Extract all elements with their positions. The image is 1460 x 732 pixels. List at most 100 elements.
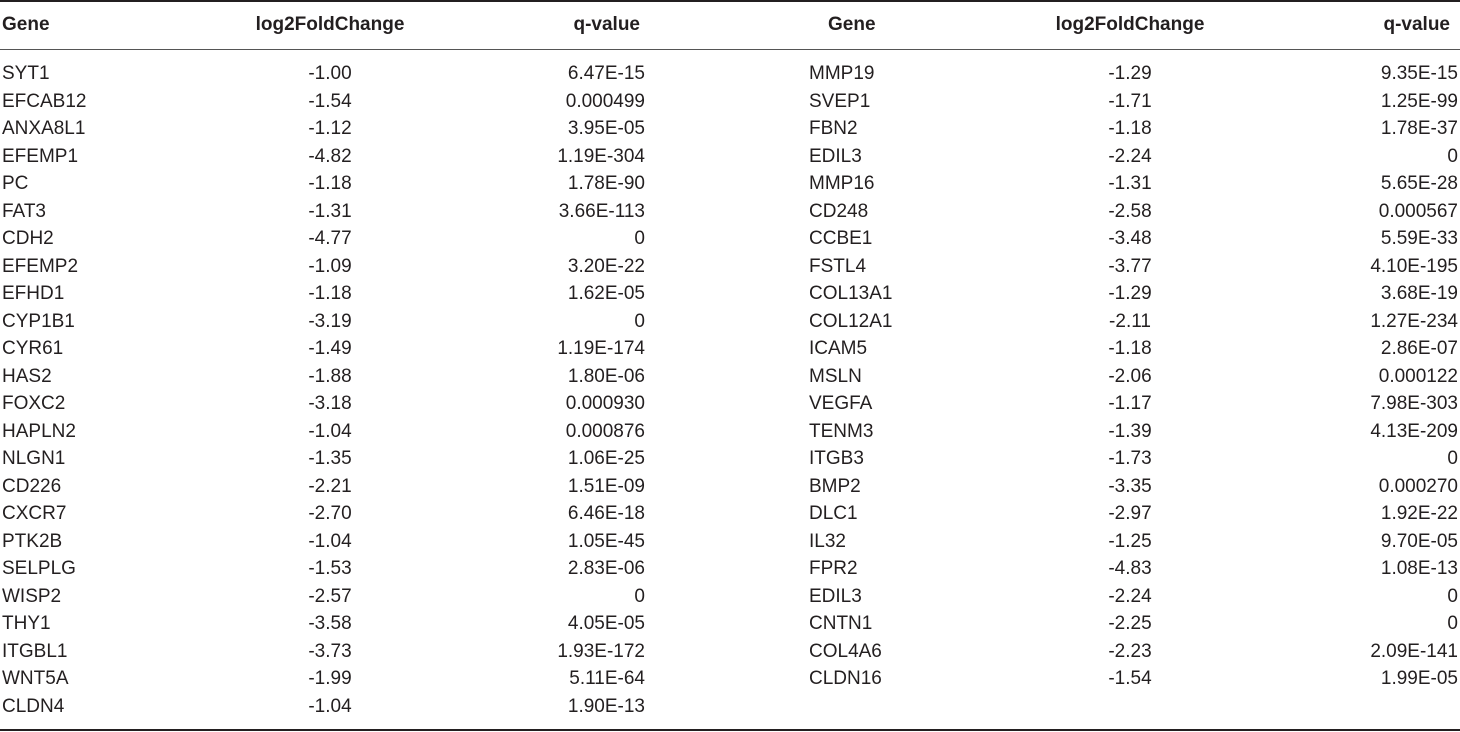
header-q-value-right: q-value [1383,14,1450,35]
table-row: SELPLG -1.53 2.83E-06 FPR2 -4.83 1.08E-13 [0,555,1460,583]
table-row: ANXA8L1 -1.12 3.95E-05 FBN2 -1.18 1.78E-37 [0,115,1460,143]
q-value-cell: 0 [634,228,645,249]
gene-cell: CCBE1 [809,228,873,249]
gene-cell: CD248 [809,200,869,222]
fold-change-cell: -1.49 [308,338,352,359]
fold-change-cell: -2.23 [1108,640,1152,662]
q-value-cell: 0 [1447,448,1458,469]
q-value-cell: 1.08E-13 [1380,558,1458,579]
q-value-cell: 0 [1447,613,1458,634]
q-value-cell: 1.19E-304 [557,145,645,167]
fold-change-cell: -2.70 [308,503,352,524]
table-row: CDH2 -4.77 0 CCBE1 -3.48 5.59E-33 [0,225,1460,253]
gene-cell: ITGB3 [809,448,864,469]
q-value-cell: 5.11E-64 [569,668,645,689]
table-row: PC -1.18 1.78E-90 MMP16 -1.31 5.65E-28 [0,170,1460,198]
gene-cell: EFEMP1 [2,145,79,167]
fold-change-cell: -2.57 [308,585,352,607]
fold-change-cell: -1.54 [1108,668,1152,689]
fold-change-cell: -3.48 [1108,228,1152,249]
gene-cell: CD226 [2,475,62,497]
table-row: EFEMP2 -1.09 3.20E-22 FSTL4 -3.77 4.10E-195 [0,253,1460,281]
gene-cell: EDIL3 [809,585,862,607]
q-value-cell: 1.25E-99 [1380,90,1458,112]
gene-cell: FSTL4 [809,255,867,277]
q-value-cell: 3.68E-19 [1380,283,1458,304]
fold-change-cell: -2.24 [1108,585,1152,607]
gene-cell: FAT3 [2,200,46,222]
fold-change-cell: -2.97 [1108,503,1152,524]
q-value-cell: 0 [1447,585,1458,607]
fold-change-cell: -3.58 [308,613,352,634]
header-fold-change-left: log2FoldChange [255,14,405,35]
table-row: CD226 -2.21 1.51E-09 BMP2 -3.35 0.000270 [0,473,1460,501]
gene-cell: EFEMP2 [2,255,79,277]
q-value-cell: 2.86E-07 [1380,338,1458,359]
q-value-cell: 5.59E-33 [1380,228,1458,249]
fold-change-cell: -1.35 [308,448,352,469]
fold-change-cell: -1.54 [308,90,352,112]
fold-change-cell: -1.31 [308,200,352,222]
gene-cell: SYT1 [2,63,50,84]
fold-change-cell: -3.18 [308,393,352,414]
q-value-cell: 1.78E-90 [567,173,645,194]
gene-cell: THY1 [2,613,51,634]
q-value-cell: 6.47E-15 [567,63,645,84]
gene-cell: CLDN4 [2,695,65,717]
fold-change-cell: -2.21 [308,475,352,497]
gene-cell: EDIL3 [809,145,862,167]
header-gene-left: Gene [2,14,50,35]
fold-change-cell: -1.04 [308,420,352,442]
q-value-cell: 9.35E-15 [1380,63,1458,84]
gene-cell: MSLN [809,365,862,387]
table-row: WISP2 -2.57 0 EDIL3 -2.24 0 [0,583,1460,611]
bottom-rule [0,729,1460,731]
fold-change-cell: -1.18 [308,283,352,304]
gene-cell: MMP16 [809,173,875,194]
fold-change-cell: -1.71 [1108,90,1152,112]
fold-change-cell: -1.18 [1108,338,1152,359]
fold-change-cell: -4.77 [308,228,352,249]
q-value-cell: 4.05E-05 [567,613,645,634]
fold-change-cell: -2.25 [1108,613,1152,634]
gene-cell: ITGBL1 [2,640,68,662]
gene-cell: WNT5A [2,668,69,689]
table-row: FOXC2 -3.18 0.000930 VEGFA -1.17 7.98E-303 [0,390,1460,418]
gene-cell: COL4A6 [809,640,882,662]
gene-cell: COL12A1 [809,310,893,332]
q-value-cell: 2.83E-06 [567,558,645,579]
gene-cell: CXCR7 [2,503,67,524]
fold-change-cell: -1.04 [308,530,352,552]
q-value-cell: 9.70E-05 [1380,530,1458,552]
gene-cell: CYR61 [2,338,64,359]
fold-change-cell: -1.31 [1108,173,1152,194]
q-value-cell: 1.78E-37 [1380,118,1458,139]
fold-change-cell: -1.12 [308,118,352,139]
q-value-cell: 0 [634,310,645,332]
fold-change-cell: -1.39 [1108,420,1152,442]
table-row: HAS2 -1.88 1.80E-06 MSLN -2.06 0.000122 [0,363,1460,391]
q-value-cell: 1.51E-09 [567,475,645,497]
header-gene-right: Gene [828,14,876,35]
fold-change-cell: -1.18 [1108,118,1152,139]
gene-cell: WISP2 [2,585,62,607]
q-value-cell: 4.13E-209 [1370,420,1458,442]
table-row: HAPLN2 -1.04 0.000876 TENM3 -1.39 4.13E-209 [0,418,1460,446]
header-fold-change-right: log2FoldChange [1055,14,1205,35]
q-value-cell: 1.62E-05 [567,283,645,304]
q-value-cell: 0.000270 [1378,475,1458,497]
q-value-cell: 0 [634,585,645,607]
q-value-cell: 0 [1447,145,1458,167]
gene-cell: HAPLN2 [2,420,76,442]
gene-cell: FBN2 [809,118,858,139]
fold-change-cell: -1.29 [1108,63,1152,84]
table-body: SYT1 -1.00 6.47E-15 MMP19 -1.29 9.35E-15 EFCAB… [0,60,1460,720]
table-row: THY1 -3.58 4.05E-05 CNTN1 -2.25 0 [0,610,1460,638]
q-value-cell: 0.000876 [565,420,645,442]
fold-change-cell: -1.99 [308,668,352,689]
gene-cell: CNTN1 [809,613,873,634]
fold-change-cell: -3.35 [1108,475,1152,497]
gene-cell: FPR2 [809,558,858,579]
q-value-cell: 1.05E-45 [567,530,645,552]
